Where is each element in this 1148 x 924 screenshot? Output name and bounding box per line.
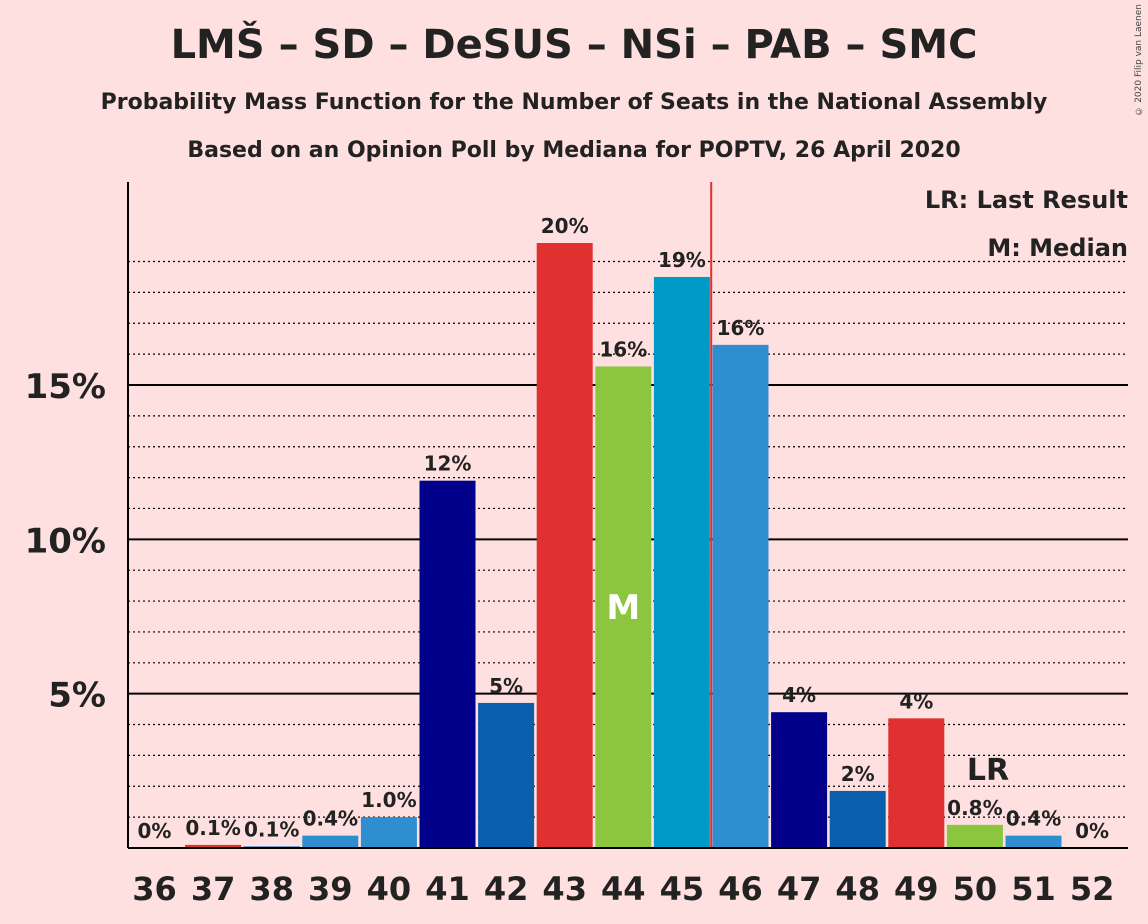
bar-value-label: 0.4% [1006, 807, 1061, 831]
chart-source-subtitle: Based on an Opinion Poll by Mediana for … [187, 138, 961, 163]
bar [888, 718, 945, 848]
bar-value-label: 16% [717, 316, 765, 340]
bar [360, 817, 417, 848]
y-tick-label: 15% [25, 367, 106, 407]
bar [595, 366, 652, 848]
bar-value-label: 5% [489, 674, 523, 698]
legend-last-result: LR: Last Result [924, 186, 1128, 214]
x-tick-label: 46 [718, 870, 763, 908]
bar-value-label: 0.1% [244, 817, 299, 841]
bar [478, 702, 535, 848]
y-tick-label: 10% [25, 521, 106, 561]
bar-value-label: 20% [541, 214, 589, 238]
bar-value-label: 16% [599, 337, 647, 361]
bar-value-label: 2% [841, 762, 875, 786]
median-marker: M [606, 588, 640, 628]
x-tick-label: 39 [308, 870, 353, 908]
x-tick-label: 43 [542, 870, 587, 908]
x-tick-label: 48 [835, 870, 880, 908]
bar-value-label: 0.4% [303, 807, 358, 831]
bar-value-label: 0.1% [185, 816, 240, 840]
x-tick-label: 52 [1070, 870, 1115, 908]
x-tick-label: 36 [132, 870, 177, 908]
x-tick-label: 49 [894, 870, 939, 908]
bar-value-label: 0% [138, 819, 172, 843]
bar-value-label: 1.0% [361, 788, 416, 812]
x-tick-label: 40 [367, 870, 412, 908]
bar-value-label: 4% [782, 683, 816, 707]
x-tick-label: 44 [601, 870, 646, 908]
x-tick-label: 51 [1011, 870, 1056, 908]
x-tick-label: 37 [191, 870, 236, 908]
bar [712, 344, 769, 848]
x-tick-label: 45 [660, 870, 705, 908]
bar [1005, 835, 1062, 848]
chart-subtitle: Probability Mass Function for the Number… [100, 90, 1048, 115]
bar-value-label: 0% [1075, 819, 1109, 843]
x-tick-label: 47 [777, 870, 822, 908]
bar [419, 480, 476, 848]
bar [536, 243, 593, 848]
bar [771, 712, 828, 848]
bar [302, 835, 359, 848]
x-tick-label: 41 [425, 870, 470, 908]
chart-title: LMŠ – SD – DeSUS – NSi – PAB – SMC [170, 22, 978, 68]
legend-median: M: Median [987, 234, 1128, 262]
bar [653, 276, 710, 848]
x-tick-label: 42 [484, 870, 529, 908]
bar-value-label: 0.8% [947, 796, 1002, 820]
last-result-marker: LR [967, 753, 1009, 788]
bar-value-label: 19% [658, 248, 706, 272]
bar-value-label: 12% [424, 452, 472, 476]
x-tick-label: 38 [249, 870, 294, 908]
y-tick-label: 5% [48, 676, 106, 716]
x-tick-label: 50 [953, 870, 998, 908]
bar [946, 824, 1003, 848]
bar [829, 790, 886, 848]
bar-value-label: 4% [899, 689, 933, 713]
bar [185, 844, 242, 848]
